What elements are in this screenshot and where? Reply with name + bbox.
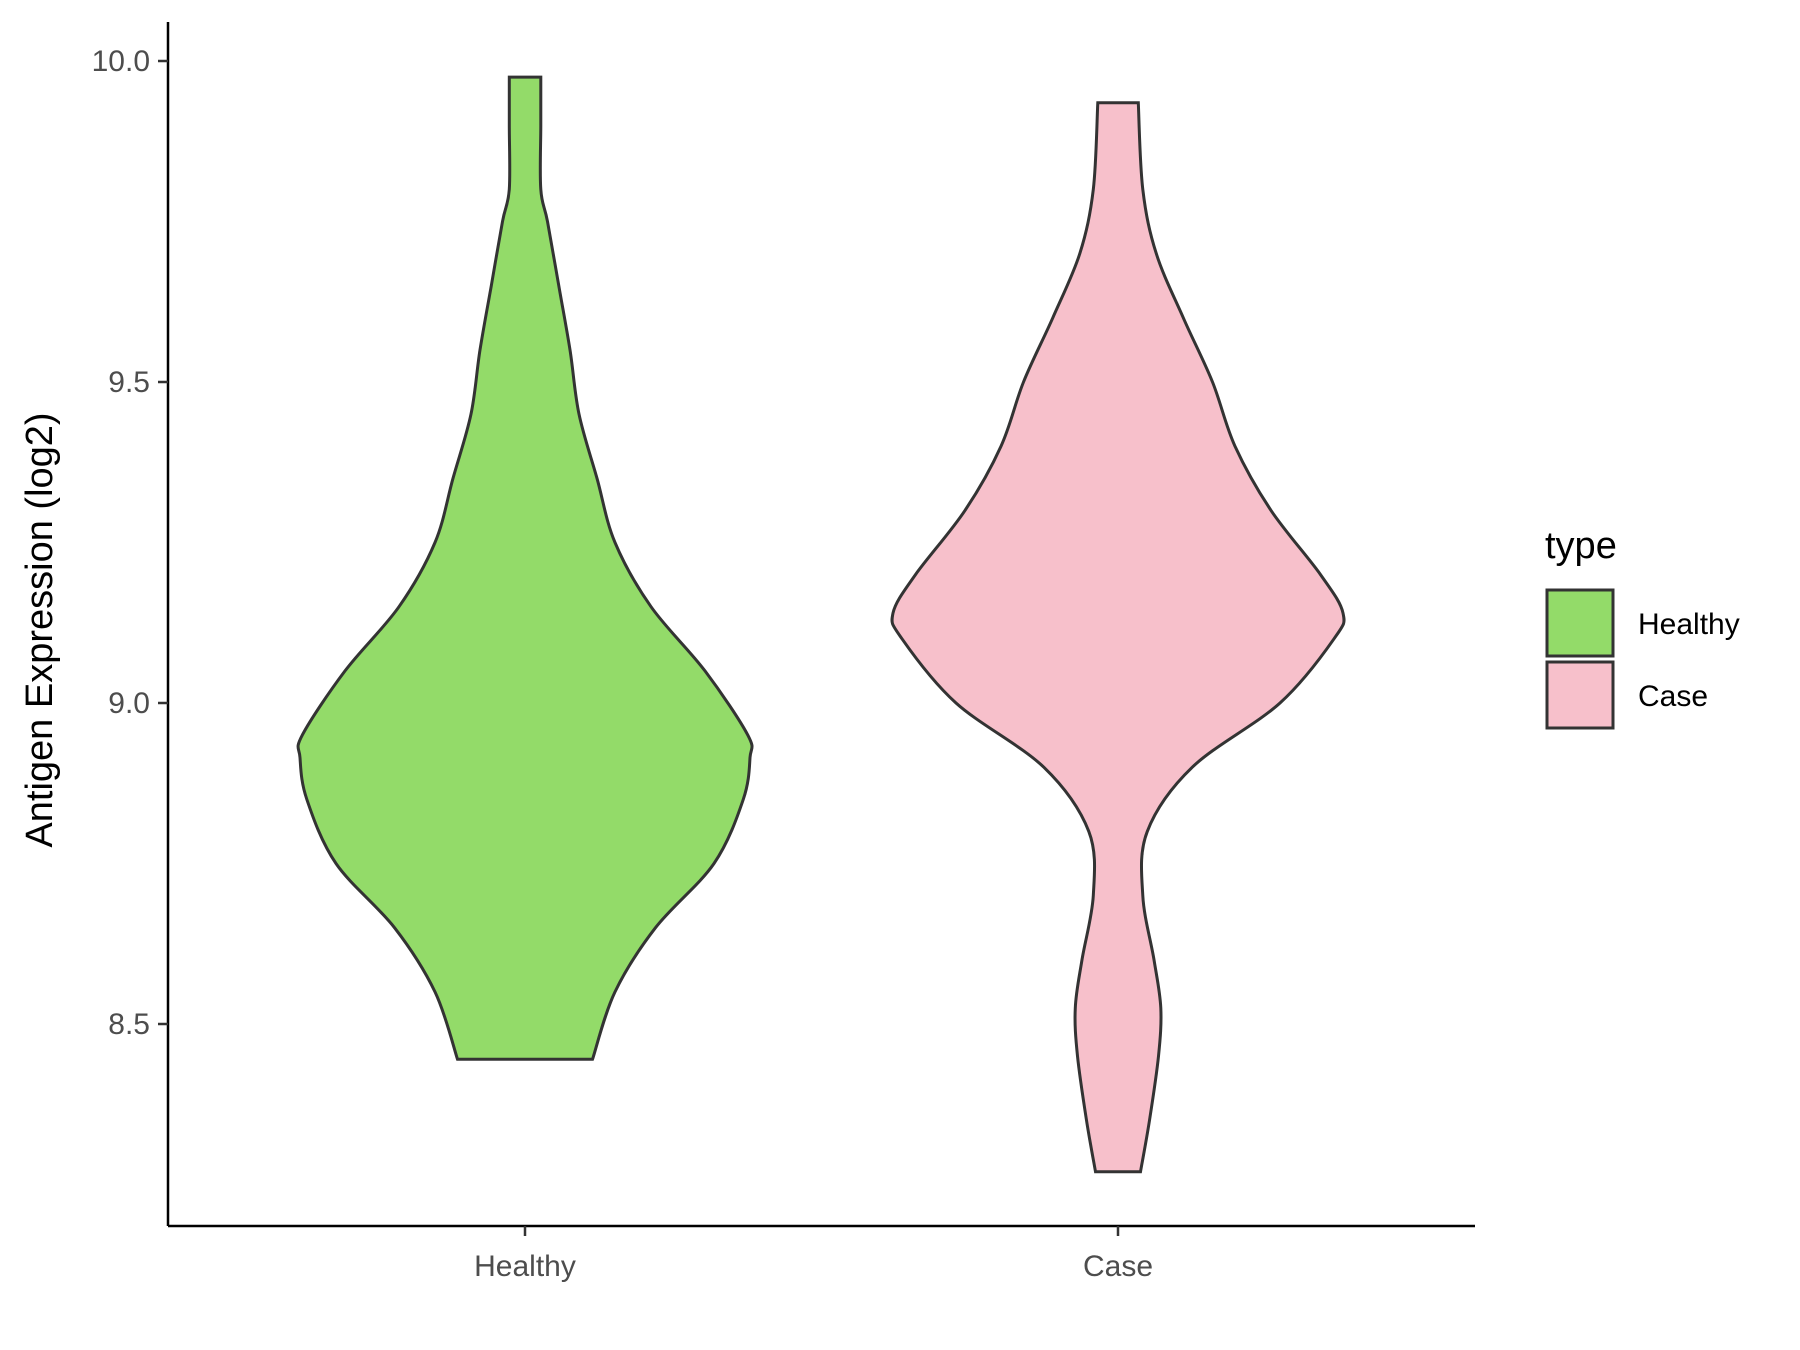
legend-title: type: [1545, 525, 1617, 567]
y-tick-label: 8.5: [108, 1008, 150, 1041]
legend-label-case: Case: [1638, 680, 1708, 713]
y-tick-label: 10.0: [92, 45, 150, 78]
x-ticks: Healthy Case: [474, 1226, 1153, 1283]
legend-label-healthy: Healthy: [1638, 608, 1740, 641]
legend-key-case: [1545, 660, 1615, 730]
y-ticks: 8.5 9.0 9.5 10.0: [92, 45, 168, 1041]
y-tick-label: 9.5: [108, 366, 150, 399]
y-axis-title: Antigen Expression (log2): [19, 412, 61, 847]
legend-items: Healthy Case: [1545, 588, 1740, 730]
x-tick-label: Healthy: [474, 1250, 576, 1283]
x-tick-label: Case: [1083, 1250, 1153, 1283]
legend: type Healthy Case: [1545, 525, 1740, 730]
violin-case: [890, 101, 1346, 1174]
legend-key-healthy: [1545, 588, 1615, 658]
violin-healthy: [296, 75, 754, 1061]
violins-layer: [296, 75, 1346, 1174]
y-tick-label: 9.0: [108, 687, 150, 720]
